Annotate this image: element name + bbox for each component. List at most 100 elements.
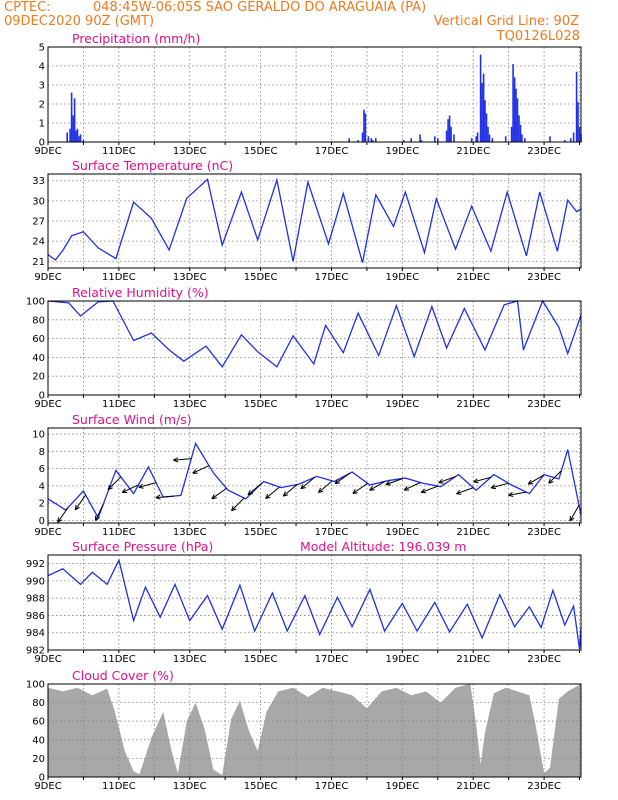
precip-bar [475,136,477,142]
precip-bar [521,134,523,142]
ytick-label: 982 [26,646,45,657]
xtick-label: 11DEC [102,527,136,538]
wind-arrow-head [352,492,358,495]
precip-bar [75,130,77,142]
xtick-label: 9DEC [34,527,61,538]
wind-arrow-head [57,519,63,523]
wind-arrow [473,476,492,483]
wind-arrow-head [192,469,197,474]
wind-arrow [318,480,333,493]
temp-series-line [47,177,582,263]
wind-arrow-head [318,490,324,493]
ytick-label: 40 [32,353,45,364]
wind-arrow-head [369,489,375,491]
ytick-label: 0 [39,516,45,527]
xtick-label: 21DEC [456,146,490,157]
xtick-label: 15DEC [244,781,278,792]
xtick-label: 13DEC [173,654,207,665]
precip-bar [519,124,522,142]
rh-title: Relative Humidity (%) [72,285,209,300]
xtick-label: 15DEC [244,399,278,410]
ytick-label: 2 [39,100,45,111]
xtick-label: 21DEC [456,654,490,665]
xtick-label: 11DEC [102,272,136,283]
precip-bar [513,77,516,142]
precip-title: Precipitation (mm/h) [72,31,200,46]
wind-arrow-head [403,485,408,491]
xtick-label: 17DEC [315,781,349,792]
precip-bar [577,102,579,142]
panels: 0 1 2 3 4 5 9DEC 11DEC 13DEC 15DEC 17DEC 19DEC 21DEC… [26,31,582,792]
precip-bar [453,134,455,142]
xtick-label: 19DEC [385,399,419,410]
xtick-label: 11DEC [102,146,136,157]
wind-arrow-head [438,478,443,484]
rh-frame [47,300,582,396]
pressure-series-line [47,558,582,650]
ytick-label: 1 [39,119,45,130]
wind-arrow-head [490,484,496,489]
ytick-label: 10 [32,430,45,441]
wind-arrow [265,486,280,499]
xtick-label: 23DEC [527,654,561,665]
precip-bar [69,128,71,142]
wind-arrow [74,494,87,511]
xtick-label: 9DEC [34,654,61,665]
precip-bar [516,98,519,142]
precip-bar [76,128,79,142]
xtick-label: 21DEC [456,527,490,538]
wind-arrow-head [74,504,77,510]
xtick-label: 15DEC [244,146,278,157]
wind-arrow-head [247,493,254,496]
ytick-label: 80 [32,315,45,326]
precip-bar [515,88,517,142]
ytick-label: 2 [39,499,45,510]
precip-bar [73,98,76,142]
wind-arrow-head [335,482,341,485]
wind-arrow-head [57,517,59,523]
wind-arrow-head [138,486,144,489]
wind-arrow-head [334,478,339,484]
wind-arrow [57,507,69,523]
xtick-label: 15DEC [244,654,278,665]
precip-bar [70,92,73,142]
wind-arrow [403,482,421,491]
precip-bar [482,73,485,142]
precip-bar [572,132,575,142]
wind-arrow [334,472,351,485]
wind-arrow-head [420,488,426,493]
xtick-label: 23DEC [527,272,561,283]
wind-series-line [47,441,582,520]
ytick-label: 988 [26,594,45,605]
xtick-label: 23DEC [527,146,561,157]
precip-bar [437,138,439,142]
cloud-title: Cloud Cover (%) [72,668,174,683]
wind-arrow-head [265,493,269,499]
ytick-label: 0 [39,773,45,784]
precip-bar [79,134,82,142]
wind-arrow-head [107,487,113,491]
precip-bar [518,115,520,142]
ytick-label: 27 [32,217,45,228]
precip-bar [78,136,80,142]
wind-arrow-head [548,481,554,484]
ytick-label: 40 [32,735,45,746]
temp-frame [47,173,582,269]
wind-arrow [121,484,139,493]
precip-bar [72,115,74,142]
xtick-label: 11DEC [102,654,136,665]
wind-arrow-head [528,483,534,485]
wind-arrow [456,487,474,495]
wind-arrow-head [247,490,251,496]
wind-arrow-head [527,479,532,485]
wind-arrow [173,458,192,461]
wind-arrow-head [173,459,179,463]
precip-bar [524,138,526,142]
xtick-label: 17DEC [315,527,349,538]
wind-arrow-head [473,478,478,483]
wind-arrow [385,478,403,486]
ytick-label: 60 [32,334,45,345]
wind-arrow-head [473,481,479,484]
xtick-label: 19DEC [385,272,419,283]
temp-panel: 21 24 27 30 33 9DEC 11DEC 13DEC 15DEC 17DEC 19DEC 2… [32,158,582,283]
